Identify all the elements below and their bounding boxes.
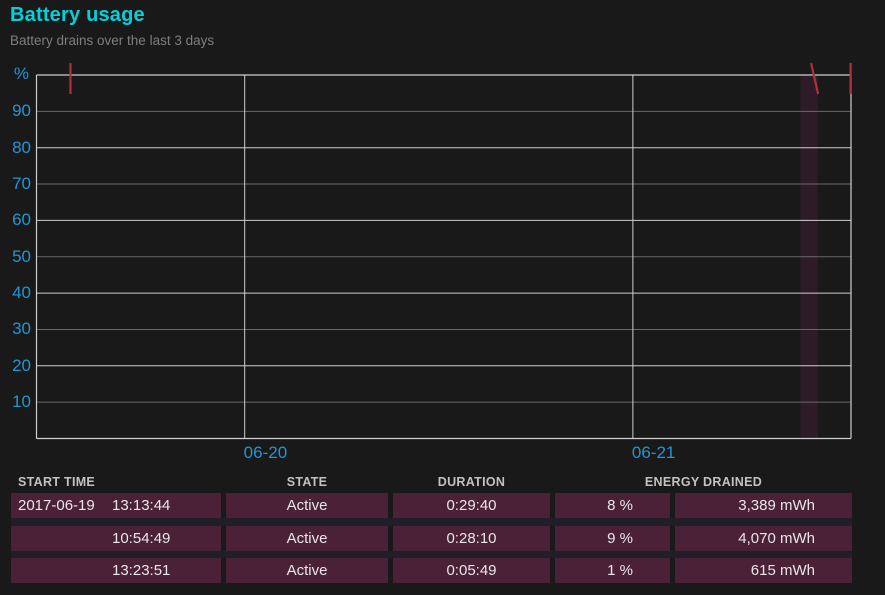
battery-usage-chart: [35, 62, 852, 440]
page-subtitle: Battery drains over the last 3 days: [10, 33, 215, 48]
cell-state: Active: [226, 493, 388, 518]
cell-start-time: 10:54:49: [11, 526, 221, 551]
cell-start-time: 13:23:51: [11, 558, 221, 583]
cell-percent: 1 %: [555, 558, 670, 583]
header-energy-drained: ENERGY DRAINED: [644, 475, 763, 489]
header-duration: DURATION: [437, 475, 506, 489]
y-axis-unit-label: %: [13, 64, 29, 83]
cell-duration: 0:29:40: [393, 493, 550, 518]
start-date: [18, 558, 112, 583]
table-row: 10:54:49 Active 0:28:10 9 % 4,070 mWh: [11, 526, 852, 551]
cell-percent: 9 %: [555, 526, 670, 551]
row-separator: [11, 518, 852, 526]
cell-duration: 0:05:49: [393, 558, 550, 583]
table-header: START TIME STATE DURATION ENERGY DRAINED: [11, 472, 852, 493]
start-time: 10:54:49: [112, 530, 171, 547]
cell-percent: 8 %: [555, 493, 670, 518]
cell-state: Active: [226, 526, 388, 551]
start-time: 13:23:51: [112, 562, 171, 579]
page-title: Battery usage: [10, 4, 145, 26]
table-row: 2017-06-19 13:13:44 Active 0:29:40 8 % 3,389 …: [11, 493, 852, 518]
cell-energy: 4,070 mWh: [675, 526, 852, 551]
header-start-time: START TIME: [18, 475, 96, 489]
cell-energy: 615 mWh: [675, 558, 852, 583]
start-time: 13:13:44: [112, 497, 171, 514]
header-state: STATE: [286, 475, 328, 489]
start-date: [18, 526, 112, 551]
cell-energy: 3,389 mWh: [675, 493, 852, 518]
cell-state: Active: [226, 558, 388, 583]
cell-duration: 0:28:10: [393, 526, 550, 551]
cell-start-time: 2017-06-19 13:13:44: [11, 493, 221, 518]
start-date: 2017-06-19: [18, 497, 95, 514]
drain-table: START TIME STATE DURATION ENERGY DRAINED…: [11, 472, 852, 583]
row-separator: [11, 551, 852, 558]
table-body: 2017-06-19 13:13:44 Active 0:29:40 8 % 3,389 …: [11, 493, 852, 583]
table-row: 13:23:51 Active 0:05:49 1 % 615 mWh: [11, 558, 852, 583]
